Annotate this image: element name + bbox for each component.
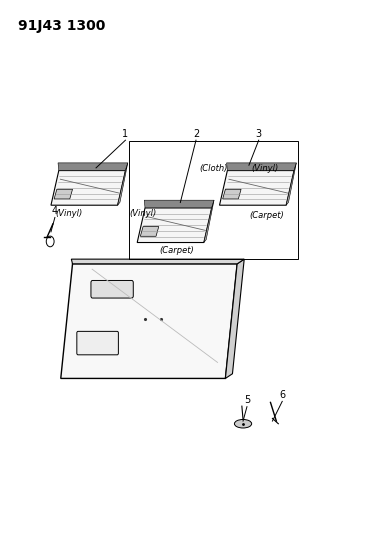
FancyBboxPatch shape xyxy=(91,280,133,298)
Text: (Vinyl): (Vinyl) xyxy=(129,209,157,218)
Polygon shape xyxy=(225,259,244,378)
Text: 3: 3 xyxy=(256,128,262,139)
Polygon shape xyxy=(58,163,128,171)
Text: 5: 5 xyxy=(244,395,250,405)
Text: (Carpet): (Carpet) xyxy=(159,246,194,255)
Text: 91J43 1300: 91J43 1300 xyxy=(18,19,105,33)
Polygon shape xyxy=(51,171,125,205)
Text: 1: 1 xyxy=(122,128,129,139)
Polygon shape xyxy=(137,208,212,243)
Polygon shape xyxy=(140,227,159,236)
Bar xyxy=(129,141,298,259)
Polygon shape xyxy=(220,171,294,205)
Polygon shape xyxy=(144,200,214,208)
Text: (Cloth): (Cloth) xyxy=(200,164,228,173)
Polygon shape xyxy=(204,200,214,243)
Text: 2: 2 xyxy=(193,128,199,139)
Text: 6: 6 xyxy=(279,390,285,400)
Polygon shape xyxy=(54,189,73,199)
Polygon shape xyxy=(61,264,237,378)
Polygon shape xyxy=(71,259,244,264)
Text: (Carpet): (Carpet) xyxy=(249,211,284,220)
Text: 4: 4 xyxy=(52,206,58,216)
Polygon shape xyxy=(223,189,241,199)
Polygon shape xyxy=(286,163,296,205)
FancyBboxPatch shape xyxy=(77,332,118,355)
Ellipse shape xyxy=(234,419,252,428)
Polygon shape xyxy=(118,163,128,205)
Text: (Vinyl): (Vinyl) xyxy=(251,164,278,173)
Polygon shape xyxy=(227,163,296,171)
Text: (Vinyl): (Vinyl) xyxy=(55,209,82,218)
